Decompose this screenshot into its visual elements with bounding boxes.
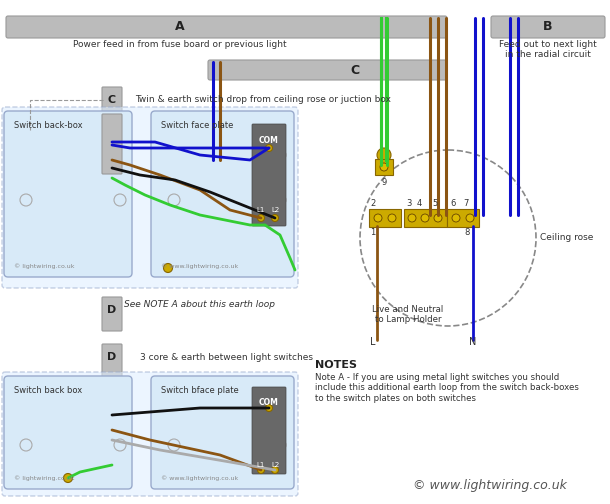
Circle shape [163, 264, 173, 273]
Text: L: L [370, 337, 376, 347]
FancyBboxPatch shape [4, 111, 132, 277]
FancyBboxPatch shape [151, 111, 294, 277]
FancyBboxPatch shape [2, 372, 298, 496]
Text: 4: 4 [417, 199, 422, 208]
Text: 2: 2 [370, 199, 375, 208]
Circle shape [421, 214, 429, 222]
FancyBboxPatch shape [151, 376, 294, 489]
FancyBboxPatch shape [2, 107, 298, 288]
Text: Switch face plate: Switch face plate [161, 121, 234, 130]
Text: Twin & earth switch drop from ceiling rose or juction box: Twin & earth switch drop from ceiling ro… [135, 95, 391, 104]
Text: 3 core & earth between light switches: 3 core & earth between light switches [140, 352, 313, 361]
Text: © www.lightwiring.co.uk: © www.lightwiring.co.uk [161, 475, 239, 481]
Text: Switch back box: Switch back box [14, 386, 82, 395]
Text: 8: 8 [464, 228, 469, 237]
FancyBboxPatch shape [102, 87, 122, 124]
FancyBboxPatch shape [6, 16, 447, 38]
FancyBboxPatch shape [102, 114, 122, 174]
Text: 3: 3 [406, 199, 411, 208]
Text: © lightwiring.co.uk: © lightwiring.co.uk [14, 264, 74, 269]
Circle shape [434, 214, 442, 222]
Circle shape [265, 405, 273, 411]
FancyBboxPatch shape [375, 159, 393, 175]
Circle shape [265, 145, 273, 152]
Text: 6: 6 [450, 199, 456, 208]
Text: Switch back-box: Switch back-box [14, 121, 82, 130]
Text: C: C [350, 64, 359, 77]
Circle shape [374, 214, 382, 222]
Text: © www.lightwiring.co.uk: © www.lightwiring.co.uk [161, 264, 239, 269]
FancyBboxPatch shape [369, 209, 401, 227]
FancyBboxPatch shape [252, 124, 286, 226]
Text: Power feed in from fuse board or previous light: Power feed in from fuse board or previou… [73, 40, 287, 49]
Text: COM: COM [259, 136, 279, 145]
FancyBboxPatch shape [102, 297, 122, 331]
Text: N: N [469, 337, 476, 347]
Text: COM: COM [259, 398, 279, 407]
Circle shape [271, 467, 279, 473]
Text: C: C [108, 95, 116, 105]
Text: 9: 9 [381, 178, 387, 187]
Text: L2: L2 [271, 462, 279, 468]
Text: 7: 7 [463, 199, 468, 208]
FancyBboxPatch shape [491, 16, 605, 38]
Text: D: D [107, 352, 117, 362]
Text: L1: L1 [257, 207, 265, 213]
Text: 1: 1 [370, 228, 375, 237]
Circle shape [408, 214, 416, 222]
Text: 5: 5 [432, 199, 437, 208]
Text: © lightwiring.co.uk: © lightwiring.co.uk [14, 475, 74, 481]
Text: Live and Neutral
to Lamp Holder: Live and Neutral to Lamp Holder [372, 305, 443, 325]
Circle shape [452, 214, 460, 222]
Text: L1: L1 [257, 462, 265, 468]
Text: D: D [107, 305, 117, 315]
Circle shape [271, 215, 279, 221]
Text: © www.lightwiring.co.uk: © www.lightwiring.co.uk [413, 479, 567, 492]
FancyBboxPatch shape [252, 387, 286, 474]
Text: B: B [544, 21, 553, 33]
Text: Switch bface plate: Switch bface plate [161, 386, 239, 395]
Text: See NOTE A about this earth loop: See NOTE A about this earth loop [124, 300, 276, 309]
Circle shape [380, 163, 388, 171]
Circle shape [257, 215, 265, 221]
Text: Note A - If you are using metal light switches you should
include this additiona: Note A - If you are using metal light sw… [315, 373, 579, 403]
FancyBboxPatch shape [102, 344, 122, 378]
Circle shape [63, 473, 73, 482]
Text: Feed out to next light
in the radial circuit: Feed out to next light in the radial cir… [499, 40, 597, 59]
FancyBboxPatch shape [208, 60, 447, 80]
FancyBboxPatch shape [447, 209, 479, 227]
FancyBboxPatch shape [4, 376, 132, 489]
Circle shape [466, 214, 474, 222]
Circle shape [377, 148, 391, 162]
Text: Ceiling rose: Ceiling rose [540, 233, 594, 242]
FancyBboxPatch shape [404, 209, 447, 227]
Text: L2: L2 [271, 207, 279, 213]
Circle shape [257, 467, 265, 473]
Text: A: A [175, 21, 185, 33]
Text: NOTES: NOTES [315, 360, 357, 370]
Circle shape [388, 214, 396, 222]
